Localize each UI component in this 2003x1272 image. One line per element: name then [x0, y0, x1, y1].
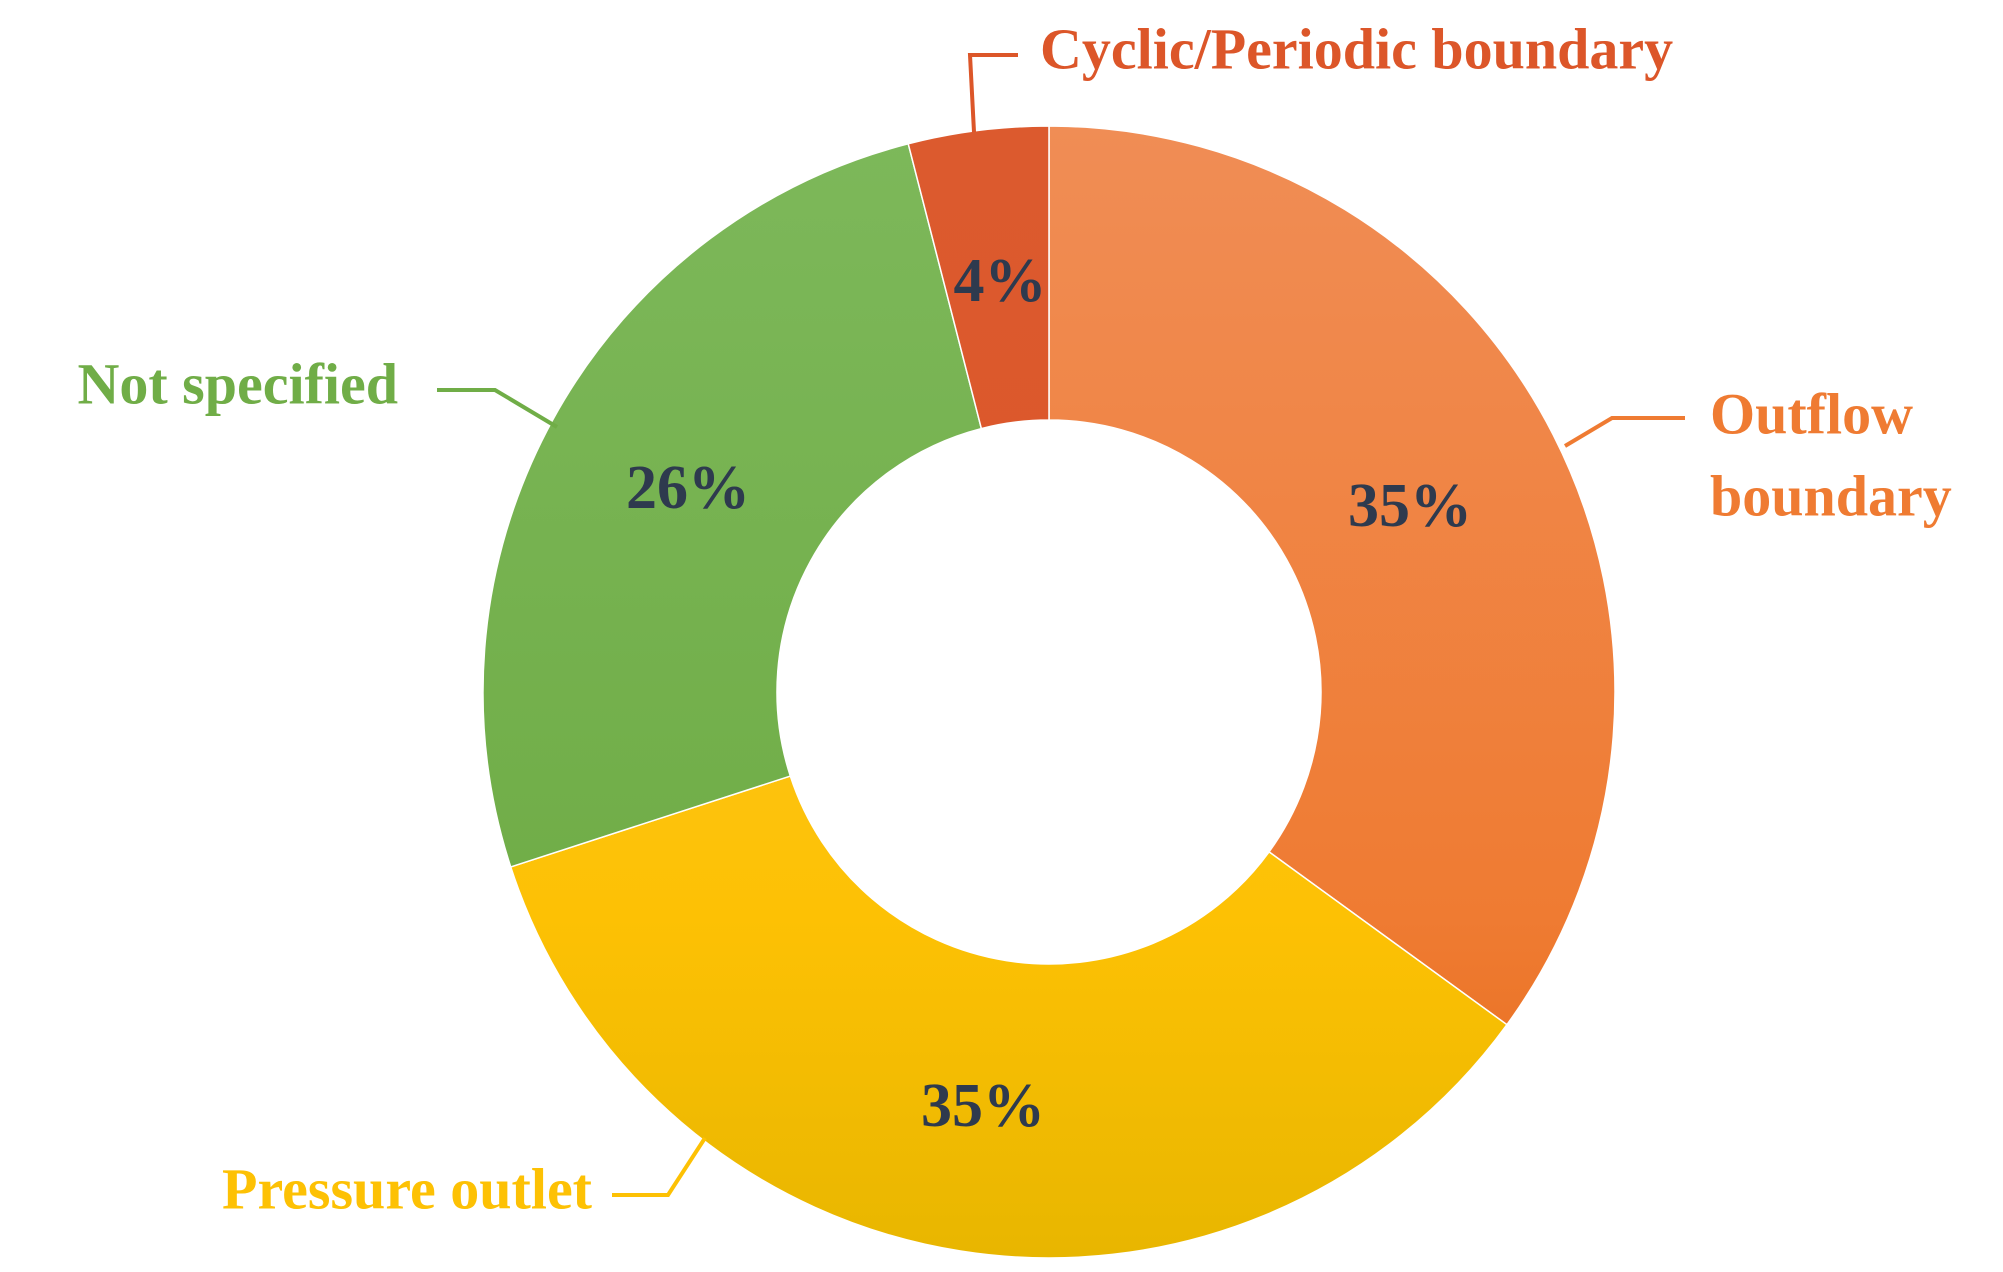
percent-label-cyclic-periodic-boundary: 4% — [954, 247, 1047, 315]
percent-labels-group: 35% 35% 26% 4% — [626, 247, 1472, 1140]
category-label-outflow-boundary: Outflow boundary — [1710, 381, 1952, 528]
percent-label-pressure-outlet: 35% — [921, 1072, 1045, 1140]
leader-line-outflow-boundary — [1563, 416, 1685, 448]
slice-outflow-boundary — [1048, 125, 1616, 1026]
leader-line-not-specified — [437, 388, 559, 429]
category-labels-group: Outflow boundary Pressure outlet Not specif… — [77, 16, 1951, 1221]
percent-label-outflow-boundary: 35% — [1348, 472, 1472, 540]
category-label-not-specified: Not specified — [77, 351, 398, 416]
category-label-pressure-outlet: Pressure outlet — [222, 1156, 593, 1221]
slices-group — [482, 125, 1616, 1259]
percent-label-not-specified: 26% — [626, 454, 750, 522]
leader-line-pressure-outlet — [612, 1136, 707, 1197]
leader-lines-group — [437, 53, 1685, 1197]
slice-pressure-outlet — [509, 775, 1508, 1259]
slice-cyclic-periodic-boundary — [907, 125, 1050, 430]
category-label-cyclic-periodic-boundary: Cyclic/Periodic boundary — [1040, 16, 1673, 81]
leader-line-cyclic-periodic-boundary — [967, 53, 1018, 133]
slice-not-specified — [482, 142, 983, 868]
